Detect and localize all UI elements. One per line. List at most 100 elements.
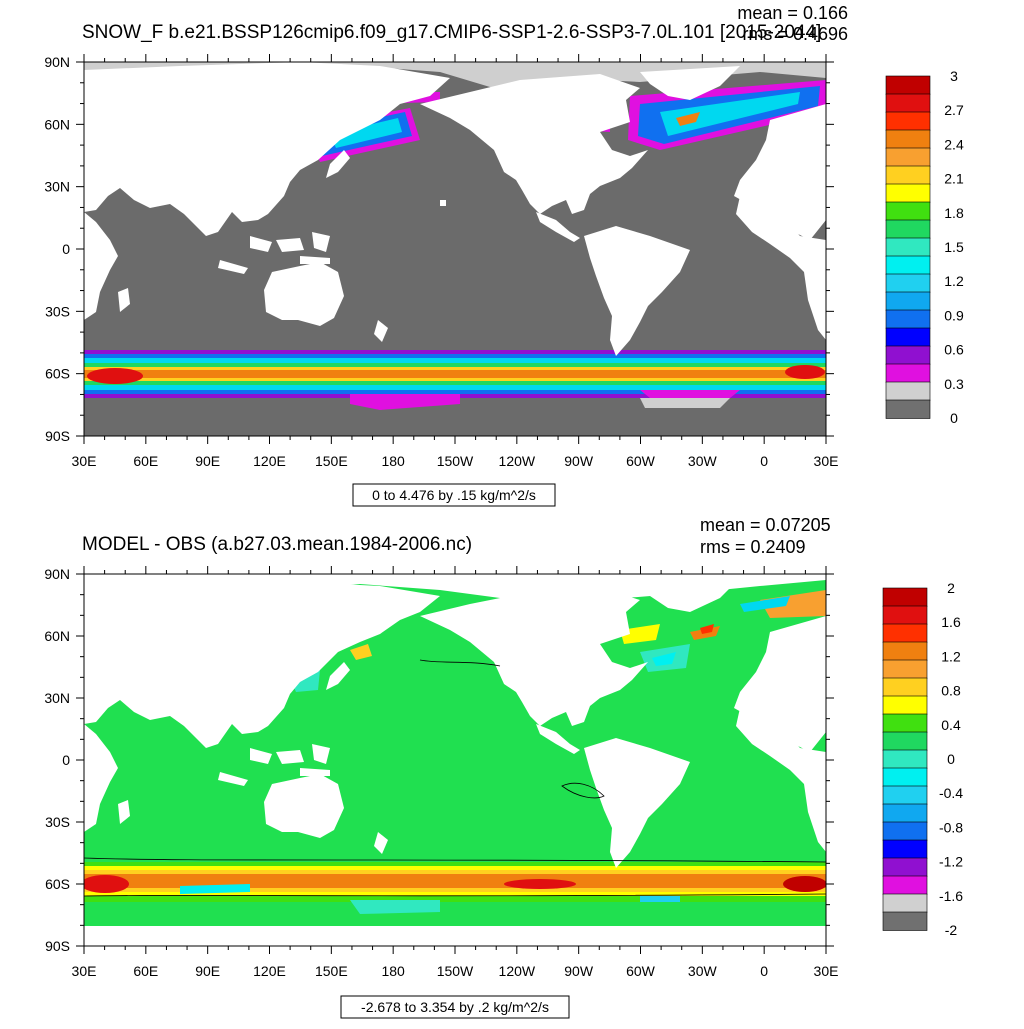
colorbar-swatch xyxy=(882,587,928,607)
panel-1-southern-band xyxy=(84,350,826,410)
colorbar-swatch xyxy=(882,749,928,769)
x-tick-label: 150E xyxy=(315,963,348,979)
x-tick-label: 90W xyxy=(564,963,594,979)
colorbar-swatch xyxy=(882,623,928,643)
colorbar-swatch xyxy=(882,695,928,715)
colorbar-swatch xyxy=(882,875,928,895)
x-tick-label: 30E xyxy=(814,453,839,469)
colorbar-swatch xyxy=(885,147,931,167)
colorbar-label: 2.7 xyxy=(944,102,964,118)
y-tick-label: 90S xyxy=(45,938,70,954)
x-tick-label: 30E xyxy=(72,963,97,979)
colorbar-swatch xyxy=(885,93,931,113)
y-tick-label: 30N xyxy=(44,179,70,195)
colorbar-swatch xyxy=(885,273,931,293)
colorbar-label: -0.8 xyxy=(939,819,963,835)
colorbar-label: 1.8 xyxy=(944,205,964,221)
x-tick-label: 60W xyxy=(626,963,656,979)
panel-2-range-box: -2.678 to 3.354 by .2 kg/m^2/s xyxy=(340,995,570,1019)
colorbar-swatch xyxy=(885,327,931,347)
panel-1: SNOW_F b.e21.BSSP126cmip6.f09_g17.CMIP6-… xyxy=(44,3,964,507)
x-tick-label: 60W xyxy=(626,453,656,469)
colorbar-label: 0 xyxy=(950,410,958,426)
colorbar-label: 3 xyxy=(950,68,958,84)
colorbar-label: 1.6 xyxy=(941,614,961,630)
y-tick-label: 90S xyxy=(45,428,70,444)
panel-1-mean: mean = 0.166 xyxy=(737,3,848,23)
x-tick-label: 30W xyxy=(688,963,718,979)
y-tick-label: 0 xyxy=(62,241,70,257)
colorbar-swatch xyxy=(885,345,931,365)
colorbar-label: -0.4 xyxy=(939,785,963,801)
x-tick-label: 90E xyxy=(195,453,220,469)
panel-1-rms: rms = 0.4696 xyxy=(742,24,848,44)
colorbar-swatch xyxy=(885,255,931,275)
colorbar-swatch xyxy=(885,111,931,131)
colorbar-swatch xyxy=(885,399,931,419)
x-tick-label: 0 xyxy=(760,963,768,979)
x-tick-label: 30E xyxy=(814,963,839,979)
colorbar-swatch xyxy=(885,129,931,149)
colorbar-label: 0.3 xyxy=(944,376,964,392)
panel-2-map xyxy=(84,574,826,946)
colorbar-label: -2 xyxy=(945,922,958,938)
colorbar-label: 0.4 xyxy=(941,717,961,733)
colorbar-swatch xyxy=(882,731,928,751)
x-tick-label: 0 xyxy=(760,453,768,469)
panel-1-range-box: 0 to 4.476 by .15 kg/m^2/s xyxy=(352,483,556,507)
panel-2-land xyxy=(84,578,826,946)
y-tick-label: 60S xyxy=(45,366,70,382)
colorbar-label: 2.4 xyxy=(944,136,964,152)
panel-1-land xyxy=(84,62,826,356)
colorbar-swatch xyxy=(882,785,928,805)
colorbar-label: 0.6 xyxy=(944,342,964,358)
panel-2-axes: 30E 60E 90E 120E 150E 180 150W 120W 90W 60W 30W 0 30… xyxy=(44,566,838,979)
y-tick-label: 60S xyxy=(45,876,70,892)
x-tick-label: 30E xyxy=(72,453,97,469)
colorbar-swatch xyxy=(882,641,928,661)
panel-2-colorbar: 2 1.6 1.2 0.8 0.4 0 -0.4 -0.8 -1.2 -1.6 -2 xyxy=(882,580,963,938)
panel-2: MODEL - OBS (a.b27.03.mean.1984-2006.nc)… xyxy=(44,515,963,1019)
x-tick-label: 30W xyxy=(688,453,718,469)
y-tick-label: 60N xyxy=(44,628,70,644)
panel-2-contours xyxy=(84,659,826,897)
x-tick-label: 150W xyxy=(437,453,474,469)
x-tick-label: 90W xyxy=(564,453,594,469)
panel-2-rms: rms = 0.2409 xyxy=(700,537,806,557)
y-tick-label: 60N xyxy=(44,116,70,132)
panel-1-axes: 30E 60E 90E 120E 150E 180 150W 120W 90W 60W 30W 0 30… xyxy=(44,54,838,469)
y-tick-label: 30N xyxy=(44,690,70,706)
colorbar-swatch xyxy=(885,363,931,383)
colorbar-label: -1.2 xyxy=(939,854,963,870)
colorbar-swatch xyxy=(882,605,928,625)
colorbar-label: 2 xyxy=(947,580,955,596)
colorbar-label: 0.9 xyxy=(944,307,964,323)
colorbar-swatch xyxy=(882,767,928,787)
x-tick-label: 120W xyxy=(499,453,536,469)
y-tick-label: 30S xyxy=(45,814,70,830)
x-tick-label: 120W xyxy=(499,963,536,979)
y-tick-label: 90N xyxy=(44,54,70,70)
panel-2-mean: mean = 0.07205 xyxy=(700,515,831,535)
colorbar-swatch xyxy=(882,659,928,679)
colorbar-label: 1.2 xyxy=(941,648,961,664)
x-tick-label: 150W xyxy=(437,963,474,979)
colorbar-label: -1.6 xyxy=(939,888,963,904)
x-tick-label: 180 xyxy=(381,963,405,979)
colorbar-swatch xyxy=(885,75,931,95)
colorbar-swatch xyxy=(882,839,928,859)
y-tick-label: 0 xyxy=(62,752,70,768)
colorbar-label: 1.2 xyxy=(944,273,964,289)
colorbar-swatch xyxy=(882,857,928,877)
panel-1-antarctica-edge xyxy=(640,398,730,408)
panel-2-title: MODEL - OBS (a.b27.03.mean.1984-2006.nc) xyxy=(82,534,472,555)
panel-1-colorbar: 3 2.7 2.4 2.1 1.8 1.5 1.2 0.9 0.6 0.3 0 xyxy=(885,68,964,426)
y-tick-label: 90N xyxy=(44,566,70,582)
colorbar-swatch xyxy=(885,201,931,221)
x-tick-label: 120E xyxy=(253,963,286,979)
panel-2-arctic xyxy=(84,574,826,600)
x-tick-label: 180 xyxy=(381,453,405,469)
colorbar-label: 0 xyxy=(947,751,955,767)
colorbar-swatch xyxy=(885,291,931,311)
